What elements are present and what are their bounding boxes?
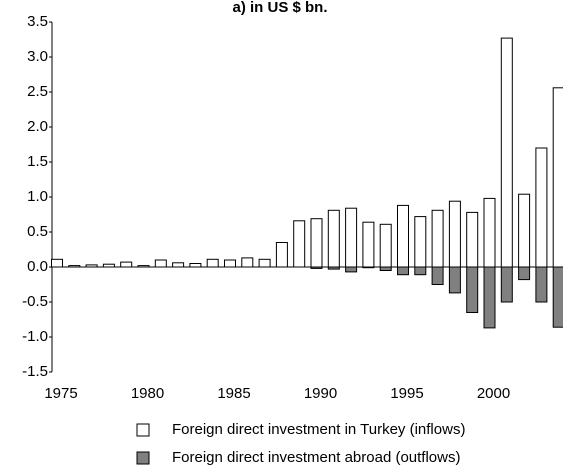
bar <box>327 209 340 268</box>
bar <box>431 266 444 285</box>
bar <box>448 266 461 294</box>
bar <box>466 211 479 268</box>
bar <box>362 221 375 268</box>
x-tick-label: 1980 <box>131 385 164 402</box>
bar <box>431 209 444 268</box>
bar <box>483 197 496 268</box>
y-tick-label: 2.0 <box>27 118 48 135</box>
bar <box>379 266 392 271</box>
bar <box>448 200 461 268</box>
bar <box>500 37 513 268</box>
x-tick-label: 2000 <box>477 385 510 402</box>
x-tick-label: 1985 <box>217 385 250 402</box>
bar <box>154 259 167 268</box>
chart-title: a) in US $ bn. <box>232 0 327 16</box>
bar <box>414 266 427 276</box>
y-tick-label: 0.0 <box>27 258 48 275</box>
bar <box>258 258 271 268</box>
y-tick-label: 1.0 <box>27 188 48 205</box>
bar <box>483 266 496 329</box>
legend-swatch <box>136 423 150 437</box>
legend-swatch <box>136 451 150 465</box>
bar <box>275 242 288 268</box>
bar <box>241 257 254 268</box>
x-tick-label: 1995 <box>390 385 423 402</box>
bar <box>120 261 133 268</box>
y-tick-label: -1.5 <box>22 363 48 380</box>
bar <box>293 220 306 268</box>
bar <box>189 263 202 268</box>
bar <box>518 193 531 268</box>
bar <box>500 266 513 303</box>
bar <box>414 216 427 268</box>
bar <box>397 204 409 268</box>
bar <box>379 223 392 268</box>
bar <box>535 147 548 268</box>
y-tick-label: -1.0 <box>22 328 48 345</box>
bar <box>552 266 563 328</box>
legend-label: Foreign direct investment abroad (outflo… <box>172 449 460 465</box>
y-tick-label: 3.5 <box>27 13 48 30</box>
bar <box>397 266 409 276</box>
bar <box>51 258 63 268</box>
y-tick-label: 2.5 <box>27 83 48 100</box>
x-tick-label: 1975 <box>44 385 77 402</box>
y-tick-label: -0.5 <box>22 293 48 310</box>
y-tick-label: 1.5 <box>27 153 48 170</box>
legend-label: Foreign direct investment in Turkey (inf… <box>172 421 465 438</box>
bar <box>466 266 479 313</box>
bar <box>518 266 531 281</box>
bar <box>345 266 358 273</box>
y-tick-label: 0.5 <box>27 223 48 240</box>
bar <box>224 259 236 268</box>
bar <box>310 218 323 268</box>
bar <box>172 262 185 268</box>
y-tick-label: 3.0 <box>27 48 48 65</box>
x-tick-label: 1990 <box>304 385 337 402</box>
bar <box>345 207 358 268</box>
bar <box>535 266 548 303</box>
bar <box>552 87 563 268</box>
bar <box>206 258 219 268</box>
